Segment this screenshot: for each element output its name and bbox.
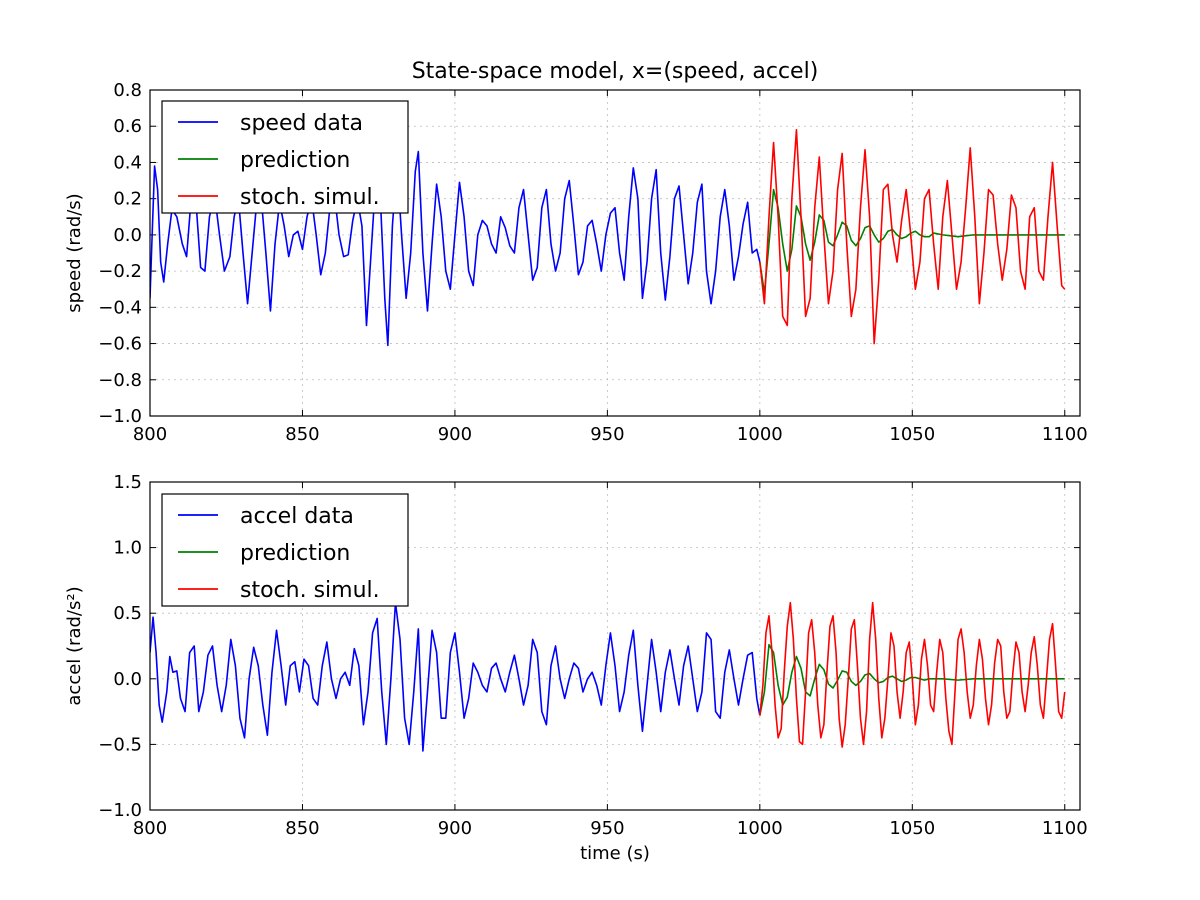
legend-box [161, 493, 409, 607]
y-tick-label: 0.2 [113, 189, 142, 210]
x-tick-label: 800 [133, 424, 167, 445]
series-line-prediction [759, 188, 1065, 294]
series-line-prediction [759, 643, 1065, 716]
y-tick-label: 0.4 [113, 152, 142, 173]
y-tick-label: −0.5 [98, 734, 142, 755]
series-line-stoch-simul [759, 601, 1066, 748]
legend-label: speed data [240, 111, 363, 136]
legend: speed data prediction stoch. simul. [161, 100, 409, 214]
legend-label: stoch. simul. [240, 578, 380, 603]
plot-frame [149, 89, 1081, 417]
y-tick-label: 0.0 [113, 225, 142, 246]
x-tick-label: 950 [590, 424, 624, 445]
legend-label: stoch. simul. [240, 185, 380, 210]
speed-panel: −1.0 −0.8 −0.6 −0.4 −0.2 0.0 0.2 0.4 0.6 0.8 800 85… [64, 59, 1088, 445]
x-tick-label: 1100 [1042, 818, 1088, 839]
x-tick-label: 800 [133, 818, 167, 839]
x-tick-label: 950 [590, 818, 624, 839]
y-axis-label: speed (rad/s) [64, 193, 85, 312]
y-tick-label: −1.0 [98, 406, 142, 427]
series-line-accel-data [150, 601, 761, 752]
chart-title: State-space model, x=(speed, accel) [412, 59, 819, 84]
y-tick-label: −0.6 [98, 334, 142, 355]
x-tick-label: 1000 [737, 818, 783, 839]
y-tick-label: 1.0 [113, 538, 142, 559]
series-line-stoch-simul [759, 129, 1066, 345]
y-tick-label: 0.8 [113, 80, 142, 101]
legend: accel data prediction stoch. simul. [161, 493, 409, 607]
x-tick-label: 1050 [889, 818, 935, 839]
x-tick-label: 900 [438, 424, 472, 445]
x-tick-label: 1100 [1042, 424, 1088, 445]
y-tick-label: 0.0 [113, 669, 142, 690]
y-tick-label: 0.6 [113, 116, 142, 137]
y-tick-label: 1.5 [113, 472, 142, 493]
x-tick-label: 1000 [737, 424, 783, 445]
y-tick-label: −0.4 [98, 297, 142, 318]
legend-label: prediction [240, 541, 350, 566]
legend-label: prediction [240, 148, 350, 173]
y-tick-label: −0.8 [98, 370, 142, 391]
legend-label: accel data [240, 504, 354, 529]
accel-panel: −1.0 −0.5 0.0 0.5 1.0 1.5 800 850 900 950 1000 1050… [64, 472, 1088, 864]
x-tick-label: 1050 [889, 424, 935, 445]
legend-box [161, 100, 409, 214]
y-tick-label: −0.2 [98, 261, 142, 282]
x-axis-label: time (s) [580, 843, 650, 864]
x-tick-label: 850 [285, 818, 319, 839]
series-line-speed-data [150, 150, 761, 347]
y-tick-label: −1.0 [98, 800, 142, 821]
x-tick-label: 900 [438, 818, 472, 839]
plot-frame [149, 481, 1081, 811]
y-axis-label: accel (rad/s²) [64, 586, 85, 705]
x-tick-label: 850 [285, 424, 319, 445]
y-tick-label: 0.5 [113, 603, 142, 624]
